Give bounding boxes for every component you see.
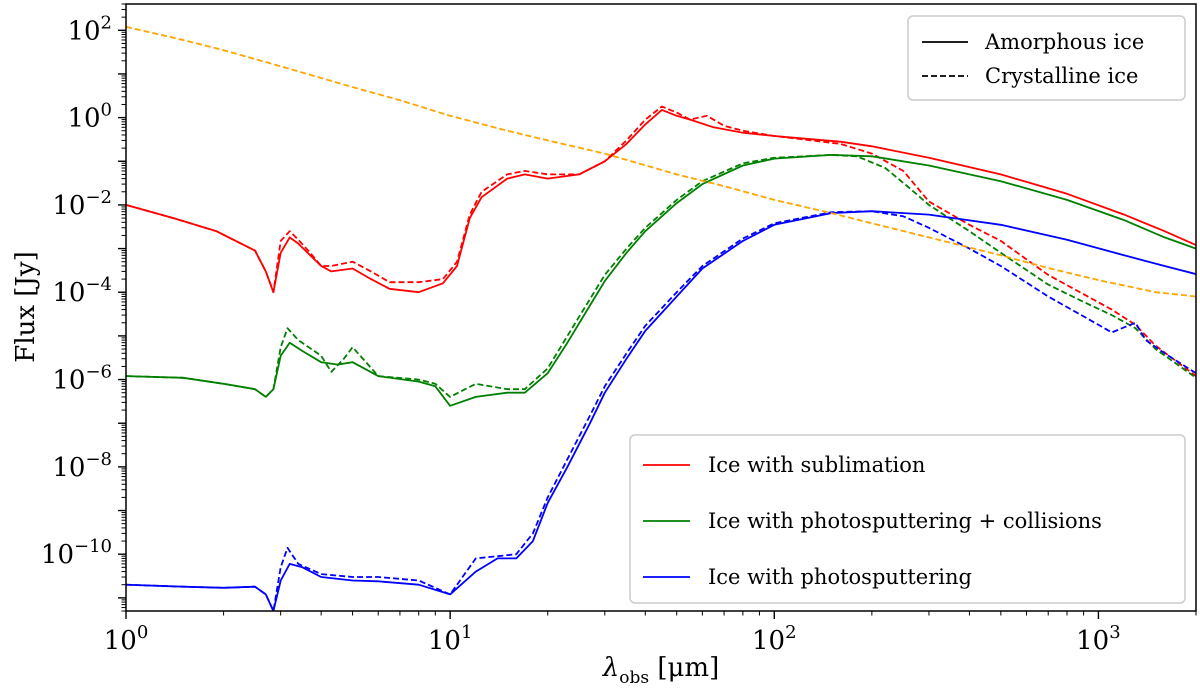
series-line-2 <box>126 154 1196 407</box>
legend-label-photosputtering: Ice with photosputtering <box>708 565 972 589</box>
legend-color-box <box>629 434 1186 604</box>
series-line-5 <box>126 210 1196 611</box>
x-axis-label-subscript: obs <box>619 668 649 688</box>
y-tick-label: 102 <box>67 12 112 46</box>
series-line-0 <box>126 109 1196 294</box>
x-tick-label: 102 <box>752 622 797 656</box>
x-tick-label: 103 <box>1076 622 1121 656</box>
y-axis-label: Flux [Jy] <box>11 251 41 362</box>
series-layer <box>126 25 1196 611</box>
y-tick-label: 10−2 <box>52 187 112 221</box>
series-line-4 <box>126 210 1196 611</box>
legend-label-photosputtering-collisions: Ice with photosputtering + collisions <box>708 509 1102 533</box>
legend-color: Ice with sublimation Ice with photosputt… <box>629 434 1186 604</box>
y-tick-label: 10−6 <box>52 362 112 396</box>
x-axis-label-symbol: λ <box>602 653 619 683</box>
x-axis-label-unit: [μm] <box>649 653 719 683</box>
legend-style-box <box>907 15 1186 101</box>
y-tick-label: 10−4 <box>52 274 112 308</box>
series-line-3 <box>126 154 1196 398</box>
legend-label-sublimation: Ice with sublimation <box>708 453 925 477</box>
y-tick-label: 100 <box>67 100 112 134</box>
x-tick-label: 101 <box>428 622 473 656</box>
y-tick-label: 10−10 <box>41 536 112 570</box>
x-axis: 100 101 102 103 <box>104 611 1197 656</box>
series-line-1 <box>126 105 1196 377</box>
legend-style: Amorphous ice Crystalline ice <box>907 15 1186 101</box>
legend-style-label-amorphous: Amorphous ice <box>984 30 1144 54</box>
x-axis-label: λobs [μm] <box>602 653 719 688</box>
x-tick-label: 100 <box>104 622 149 656</box>
y-tick-label: 10−8 <box>52 449 112 483</box>
legend-style-label-crystalline: Crystalline ice <box>985 64 1138 88</box>
plot-frame <box>125 3 1197 612</box>
y-axis: 10−10 10−8 10−6 10−4 10−2 100 102 <box>41 3 126 612</box>
series-line-6 <box>126 25 1196 298</box>
